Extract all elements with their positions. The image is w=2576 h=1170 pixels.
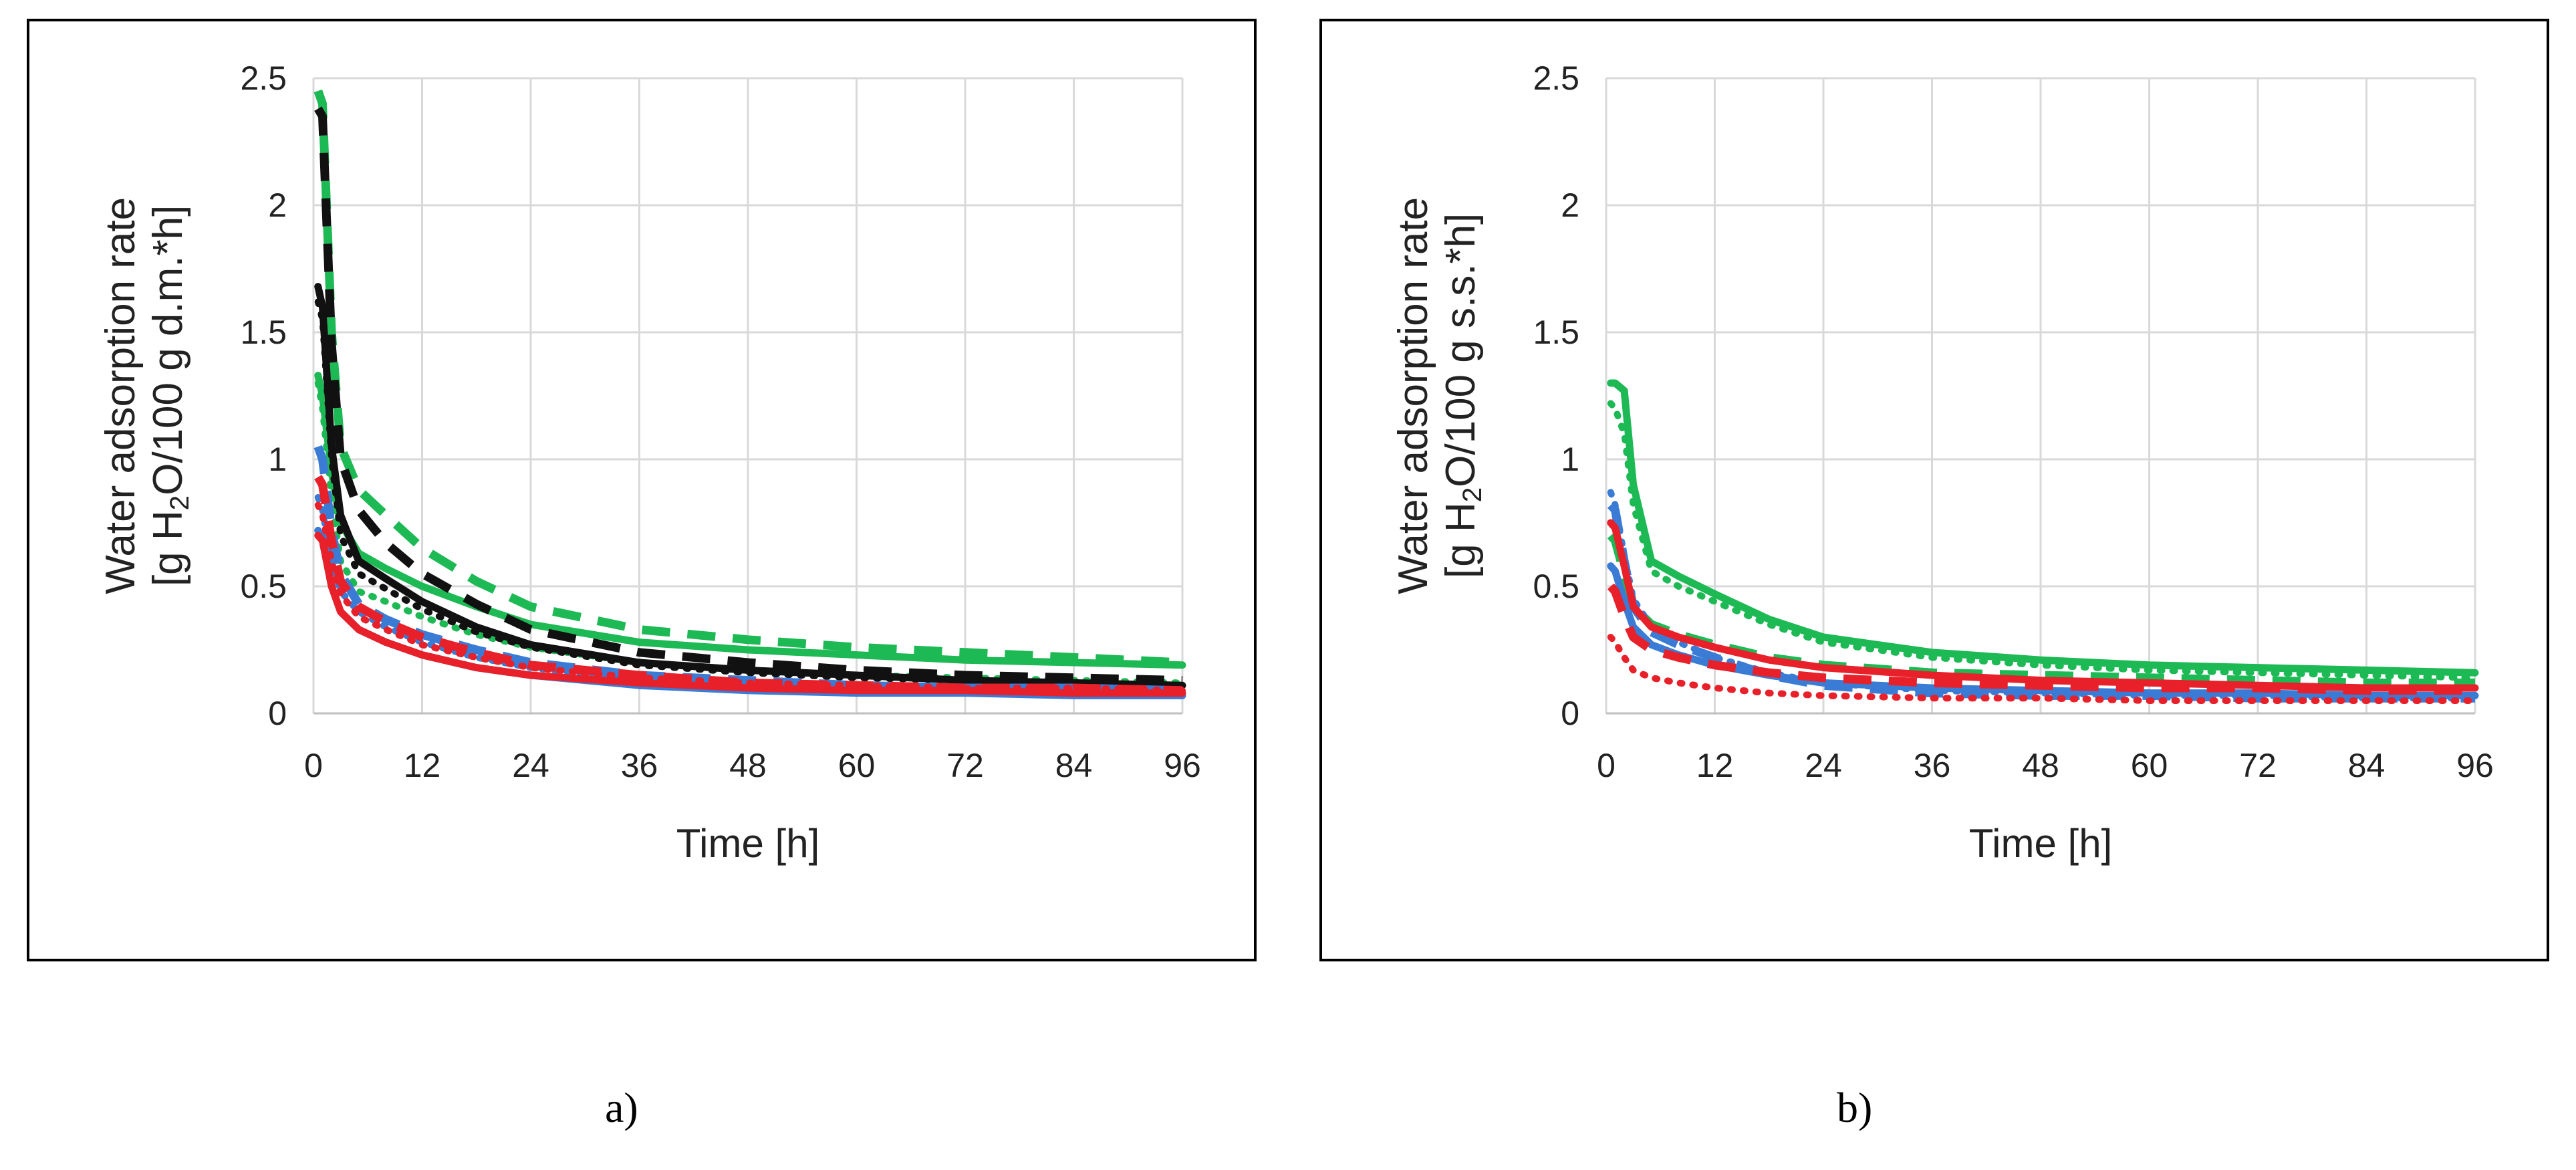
y-tick-label: 0.5 — [1533, 568, 1579, 605]
chart-a: 0 12 24 36 48 60 72 84 96 0 0.5 1 1.5 2 2.5 Time [h] — [240, 60, 1201, 866]
series-line-green-solid — [1607, 379, 2479, 677]
y-axis-title-a-post: O/100 g d.m.*h] — [145, 205, 192, 495]
x-tick-label: 60 — [2131, 747, 2168, 784]
x-tick-label: 72 — [2239, 747, 2277, 784]
y-axis-title-a-line2: [g H2O/100 g d.m.*h] — [144, 197, 195, 594]
x-axis-title: Time [h] — [676, 821, 819, 866]
x-axis-title: Time [h] — [1969, 821, 2112, 866]
y-axis-title-b-pre: [g H — [1438, 502, 1485, 578]
series-line-red-dotted — [1607, 634, 2478, 704]
x-tick-label: 84 — [1055, 747, 1093, 784]
y-tick-label: 2 — [1561, 187, 1579, 224]
x-tick-label: 0 — [1597, 747, 1616, 784]
y-tick-label: 2.5 — [240, 60, 287, 97]
y-tick-label: 1 — [1561, 441, 1579, 478]
x-tick-label: 0 — [304, 747, 323, 784]
panel-caption-b: b) — [1837, 1084, 1873, 1131]
y-axis-title-b: Water adsorption rate [g H2O/100 g s.s.*… — [1390, 197, 1489, 594]
x-tick-label: 96 — [2456, 747, 2494, 784]
y-axis-title-b-post: O/100 g s.s.*h] — [1438, 213, 1485, 487]
y-axis-title-a-sub: 2 — [164, 495, 195, 511]
x-tick-label: 36 — [621, 747, 658, 784]
series-line-black-dotted — [314, 298, 1186, 689]
x-tick-label: 12 — [404, 747, 441, 784]
x-tick-label: 48 — [729, 747, 767, 784]
series-line-red-solid — [314, 532, 1186, 697]
series-line-green-dashed — [313, 89, 1183, 667]
x-tick-label: 36 — [1914, 747, 1951, 784]
panel-b-frame: 0 12 24 36 48 60 72 84 96 0 0.5 1 1.5 2 2.5 Time [h] Wa… — [1319, 19, 2549, 961]
y-axis-title-b-line2: [g H2O/100 g s.s.*h] — [1437, 197, 1488, 594]
y-tick-label: 1 — [268, 441, 287, 478]
x-tick-label: 84 — [2348, 747, 2386, 784]
y-tick-label: 1.5 — [1533, 314, 1579, 351]
chart-b: 0 12 24 36 48 60 72 84 96 0 0.5 1 1.5 2 2.5 Time [h] — [1533, 60, 2494, 866]
x-tick-label: 48 — [2022, 747, 2059, 784]
series-line-black-dashed — [314, 106, 1183, 685]
y-axis-title-a-line1: Water adsorption rate — [98, 197, 144, 594]
x-tick-label: 24 — [1805, 747, 1842, 784]
x-tick-label: 72 — [946, 747, 984, 784]
series-line-red-dashed — [1607, 583, 2475, 695]
y-tick-label: 1.5 — [240, 314, 287, 351]
y-axis-title-a-pre: [g H — [145, 510, 192, 587]
x-tick-label: 60 — [838, 747, 876, 784]
series-line-green-dotted — [1607, 400, 2478, 681]
panel-caption-a: a) — [605, 1084, 638, 1131]
x-tick-label: 96 — [1164, 747, 1201, 784]
y-axis-title-b-line1: Water adsorption rate — [1390, 197, 1437, 594]
y-axis-title-b-sub: 2 — [1457, 487, 1488, 503]
y-tick-label: 0.5 — [240, 568, 287, 605]
y-tick-label: 2 — [268, 187, 287, 224]
y-tick-label: 0 — [1561, 695, 1579, 732]
panel-a-frame: 0 12 24 36 48 60 72 84 96 0 0.5 1 1.5 2 2.5 Time [h] Wa… — [27, 19, 1257, 961]
x-tick-label: 12 — [1696, 747, 1734, 784]
y-axis-title-a: Water adsorption rate [g H2O/100 g d.m.*… — [97, 197, 196, 594]
x-tick-label: 24 — [512, 747, 549, 784]
y-tick-label: 0 — [268, 695, 287, 732]
y-tick-label: 2.5 — [1533, 60, 1579, 97]
